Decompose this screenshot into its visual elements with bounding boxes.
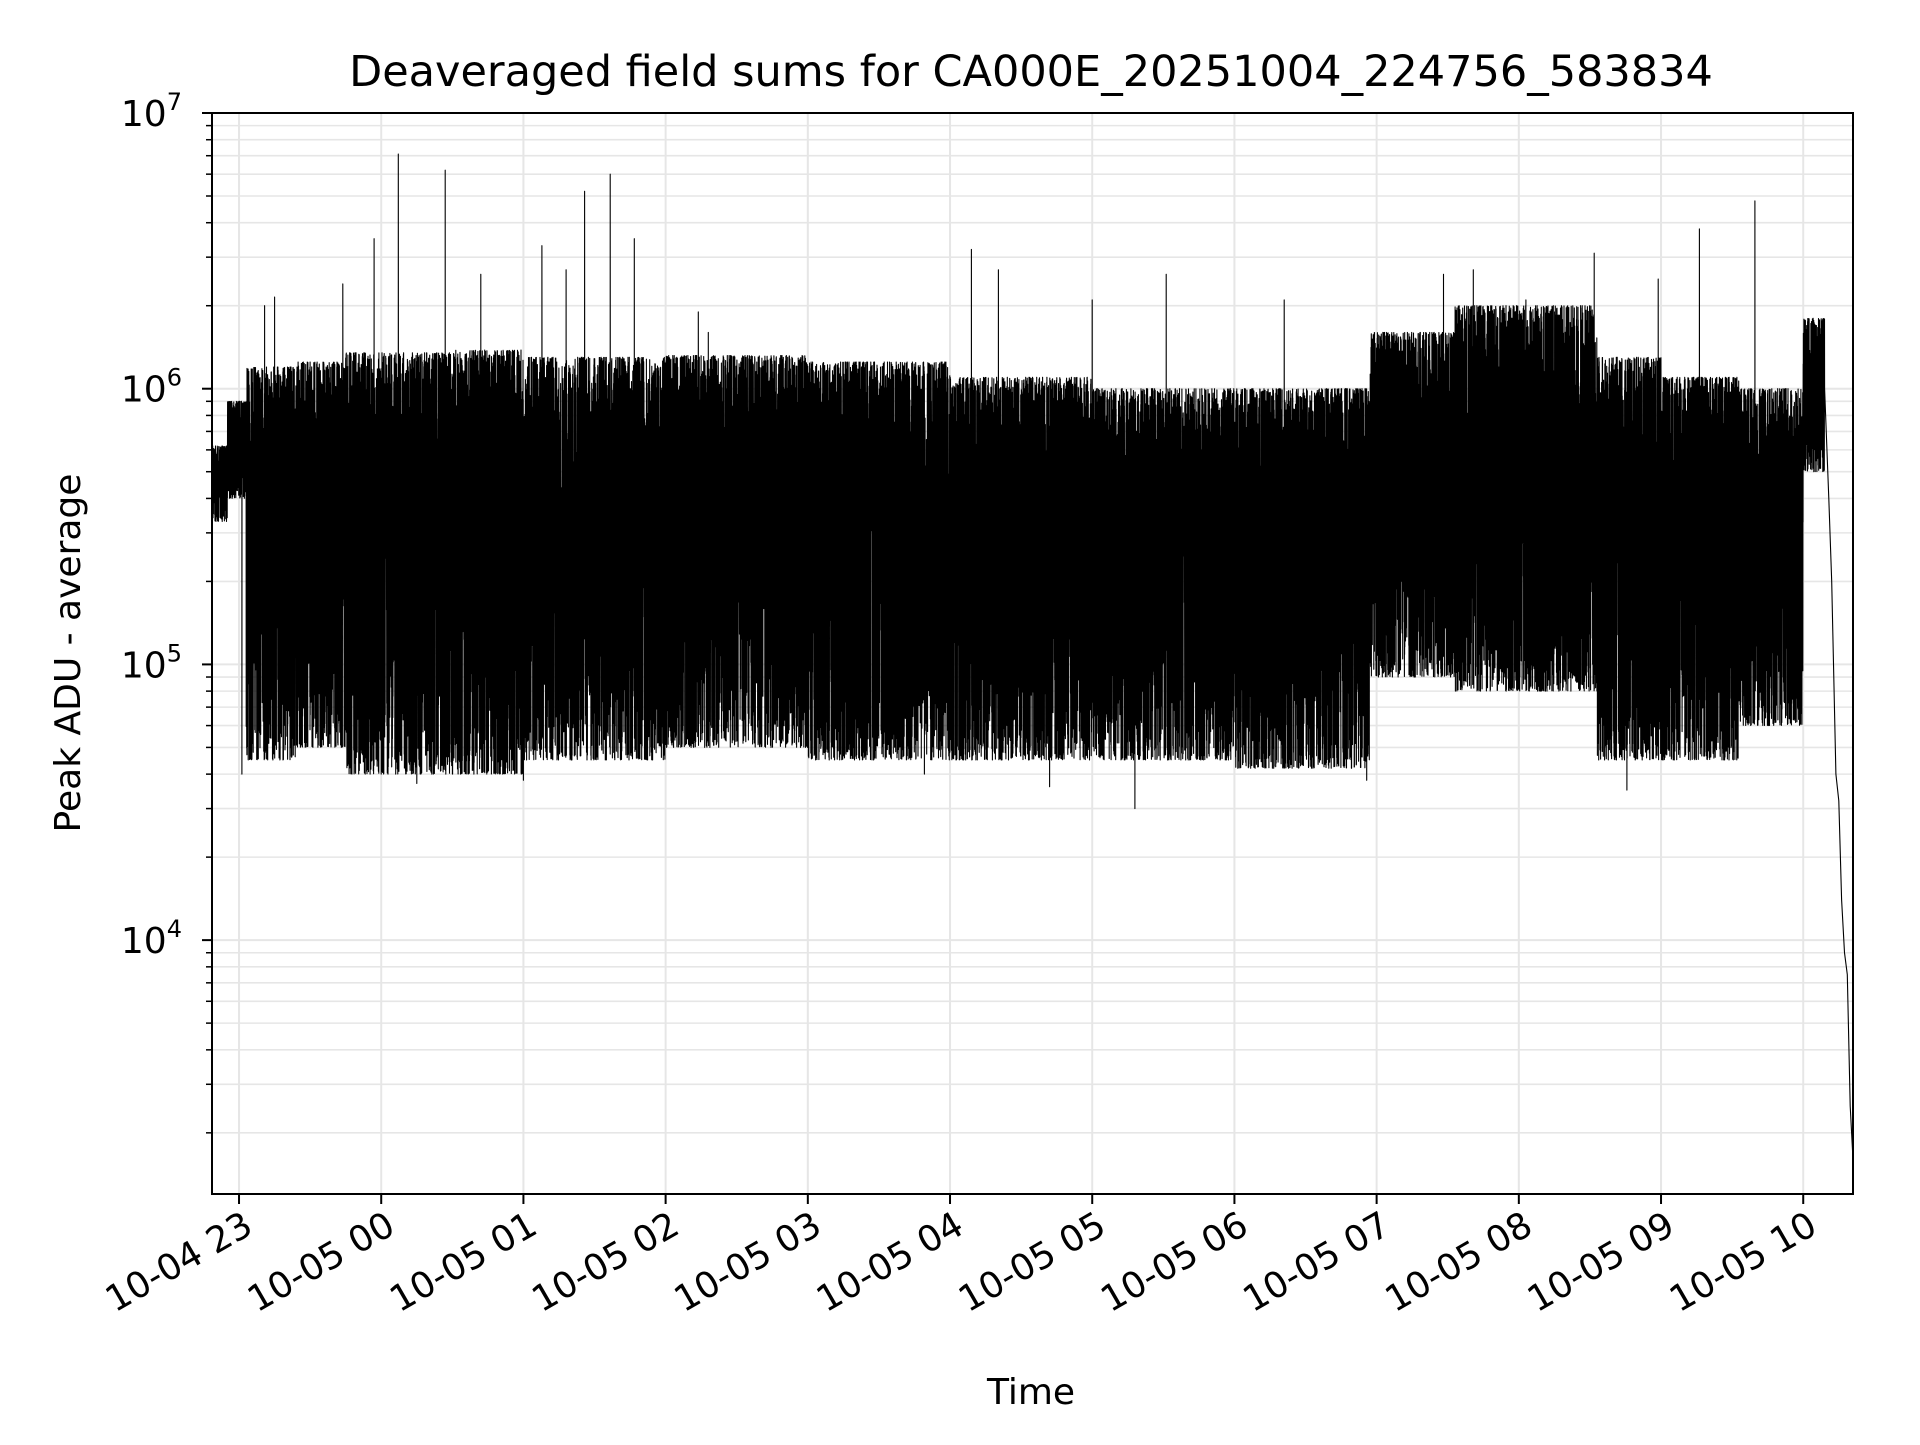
y-tick-label: 105 (121, 639, 182, 686)
y-axis-label: Peak ADU - average (48, 474, 89, 833)
plot-frame (211, 112, 1854, 1195)
data-layer (211, 153, 1854, 1160)
y-tick-exponent: 6 (167, 364, 182, 392)
y-tick-base: 10 (121, 94, 167, 135)
y-tick-exponent: 4 (167, 915, 182, 943)
y-tick-exponent: 5 (167, 639, 182, 667)
y-tick-base: 10 (121, 645, 167, 686)
series-line (211, 153, 1854, 1160)
y-tick-exponent: 7 (167, 88, 182, 116)
x-axis-label: Time (986, 1372, 1075, 1413)
y-tick-label: 104 (121, 915, 182, 962)
chart-title: Deaveraged field sums for CA000E_2025100… (349, 47, 1713, 97)
y-tick-label: 107 (121, 88, 182, 135)
y-tick-base: 10 (121, 921, 167, 962)
y-tick-base: 10 (121, 370, 167, 411)
y-tick-label: 106 (121, 364, 182, 411)
